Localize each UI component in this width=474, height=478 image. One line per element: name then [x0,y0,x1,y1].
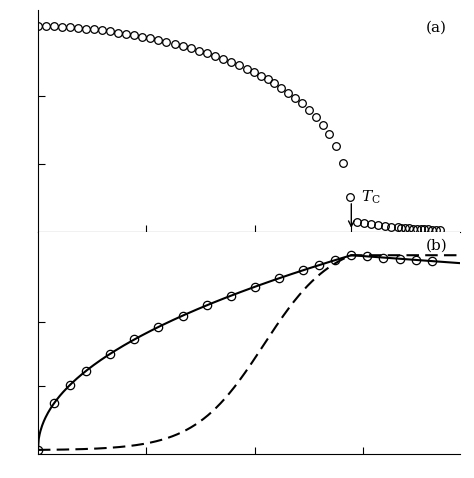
Text: (b): (b) [425,239,447,252]
Text: (a): (a) [426,21,447,35]
Text: $T_\mathrm{C}$: $T_\mathrm{C}$ [361,188,381,206]
